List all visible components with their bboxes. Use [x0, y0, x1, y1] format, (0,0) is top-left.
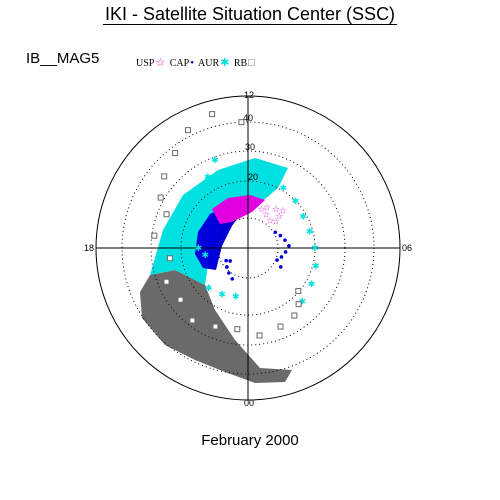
cap-point-3: [287, 244, 291, 248]
cap-point-9: [224, 258, 228, 263]
aur-point-10: ✱: [211, 156, 219, 166]
ring-label-30: 30: [245, 142, 255, 152]
rb-point-10: [177, 296, 184, 303]
aur-point-11: ✱: [204, 173, 212, 183]
mlt-label-12: 12: [244, 90, 254, 100]
aur-point-16: ✱: [218, 290, 226, 300]
page-title: IKI - Satellite Situation Center (SSC): [0, 4, 500, 25]
rb-point-8: [166, 255, 173, 262]
rb-point-17: [295, 301, 302, 308]
aur-point-2: ✱: [280, 184, 288, 194]
aur-point-17: ✱: [232, 293, 240, 303]
aur-point-7: ✱: [312, 262, 320, 272]
cap-point-2: [283, 238, 287, 242]
cap-point-11: [227, 271, 231, 275]
usp-point-0: ☆: [272, 205, 280, 215]
ring-label-20: 20: [248, 172, 258, 182]
aur-point-12: ✱: [190, 232, 198, 242]
aur-point-15: ✱: [205, 284, 213, 294]
cap-point-5: [279, 255, 284, 259]
aur-point-8: ✱: [308, 280, 316, 290]
mlt-label-06: 06: [402, 243, 412, 253]
cap-point-1: [278, 233, 283, 238]
cap-point-4: [283, 250, 288, 254]
usp-point-6: ☆: [262, 210, 270, 220]
cap-point-6: [275, 258, 279, 262]
data-marks: ☆☆☆☆☆☆☆ ☆✱✱✱✱✱✱✱✱✱✱✱✱✱✱✱✱✱ ✱: [151, 111, 320, 339]
aur-point-13: ✱: [195, 244, 203, 254]
square-outline-icon: □: [248, 57, 255, 69]
rb-point-2: [184, 127, 191, 134]
mlt-label-18: 18: [84, 243, 94, 253]
rb-point-5: [157, 194, 164, 201]
rb-point-7: [151, 232, 158, 239]
asterisk-icon: ✱: [220, 57, 230, 69]
aur-point-6: ✱: [311, 244, 319, 254]
aur-point-1: ✱: [265, 171, 273, 181]
cap-point-12: [230, 277, 235, 281]
legend-label-aur: AUR: [198, 58, 220, 69]
usp-point-1: ☆: [279, 207, 287, 217]
polar-background: [140, 158, 292, 383]
cap-point-8: [228, 259, 232, 263]
legend: USP☆ CAP• AUR✱ RB□: [136, 56, 257, 69]
usp-point-7: ☆: [275, 212, 283, 222]
rb-point-14: [256, 332, 263, 339]
mlt-label-00: 00: [244, 398, 254, 408]
usp-density-region: [212, 195, 265, 224]
aur-point-14: ✱: [201, 251, 209, 261]
date-label: February 2000: [201, 432, 299, 449]
legend-label-cap: CAP: [169, 58, 190, 69]
rb-point-16: [291, 312, 298, 319]
aur-point-3: ✱: [292, 197, 300, 207]
rb-point-4: [161, 173, 168, 180]
rb-point-12: [212, 323, 219, 330]
rb-point-11: [189, 317, 196, 324]
ring-label-40: 40: [243, 113, 253, 123]
cap-point-7: [278, 265, 283, 269]
cap-point-10: [225, 265, 229, 269]
rb-point-13: [234, 326, 241, 333]
rb-point-3: [172, 150, 179, 157]
rb-point-9: [163, 278, 170, 285]
rb-point-18: [295, 287, 302, 294]
page-title-text: IKI - Satellite Situation Center (SSC): [102, 4, 398, 25]
rb-point-1: [238, 119, 245, 126]
rb-point-0: [209, 111, 216, 118]
aur-point-4: ✱: [300, 213, 308, 223]
model-label: IB__MAG5: [26, 50, 100, 67]
rb-point-15: [277, 323, 284, 330]
aur-point-9: ✱: [298, 297, 306, 307]
usp-point-5: ☆: [266, 217, 274, 227]
legend-label-rb: RB: [233, 58, 248, 69]
cap-point-0: [273, 230, 278, 235]
rb-point-6: [163, 211, 170, 218]
aur-point-0: ✱: [251, 165, 259, 175]
aur-point-5: ✱: [306, 228, 314, 238]
usp-point-4: ☆: [272, 217, 280, 227]
usp-point-2: ☆: [263, 204, 271, 214]
star-outline-icon: ☆: [155, 57, 166, 69]
usp-point-3: ☆: [258, 205, 266, 215]
dot-icon: •: [190, 57, 195, 69]
legend-label-usp: USP: [136, 58, 155, 69]
